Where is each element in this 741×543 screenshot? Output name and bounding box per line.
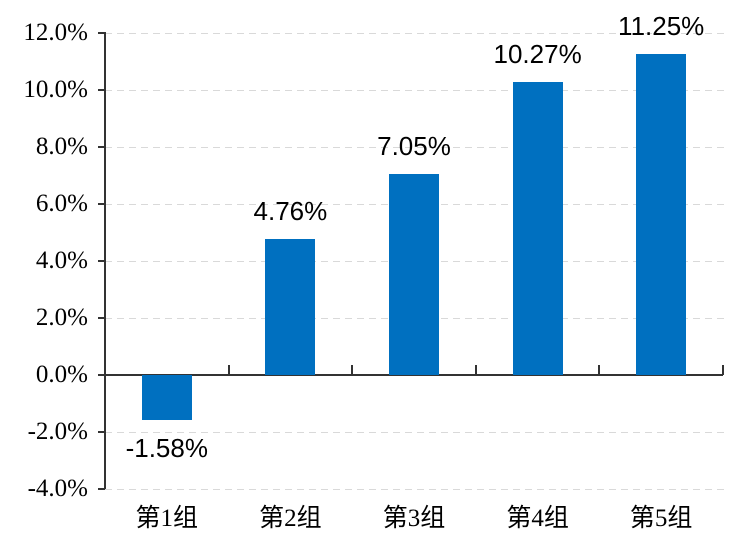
x-axis-tick [722,365,724,375]
y-axis-tick-label: 6.0% [35,190,88,217]
y-axis-tick [98,317,105,319]
x-axis-tick [227,365,230,375]
bar-data-label: 4.76% [253,196,328,227]
x-axis-tick [474,365,477,375]
y-axis-line [104,32,106,489]
y-axis-tick-label: -2.0% [27,418,88,445]
bar-第3组 [389,174,439,375]
y-axis-tick-label: 8.0% [35,133,88,160]
gridline [105,90,728,91]
bar-data-label: 11.25% [618,11,705,42]
x-axis-tick [104,365,106,375]
y-axis-tick [98,89,105,91]
y-axis-tick [98,374,105,376]
bar-第4组 [512,82,563,375]
bar-data-label: 7.05% [377,131,451,162]
x-axis-label-2: 第2组 [259,505,322,532]
y-axis-tick-label: 4.0% [35,247,88,274]
gridline [105,489,728,490]
x-axis-label-3: 第3组 [382,505,446,532]
bar-data-label: -1.58% [125,433,208,464]
y-axis-tick [98,146,105,148]
y-axis-tick [98,203,105,205]
y-axis-tick [98,260,105,262]
y-axis-tick [98,488,105,490]
y-axis-tick [98,32,105,34]
x-axis-label-4: 第4组 [506,505,569,532]
y-axis-tick-label: -4.0% [27,475,88,502]
y-axis-tick-label: 2.0% [35,304,88,331]
zero-baseline [105,374,723,376]
gridline [105,432,728,433]
bar-data-label: 10.27% [493,39,582,70]
bar-第2组 [265,239,316,375]
x-axis-label-5: 第5组 [629,505,693,532]
gridline [105,33,728,34]
x-axis-tick [351,365,354,375]
bar-第1组 [141,375,192,421]
x-axis-label-1: 第1组 [135,505,199,532]
y-axis-tick-label: 10.0% [23,76,88,103]
gridline [105,147,728,148]
y-axis-tick-label: 0.0% [35,361,88,388]
y-axis-tick-label: 12.0% [23,19,88,46]
bar-第5组 [636,54,687,375]
x-axis-tick [598,365,601,375]
y-axis-tick [98,431,105,433]
